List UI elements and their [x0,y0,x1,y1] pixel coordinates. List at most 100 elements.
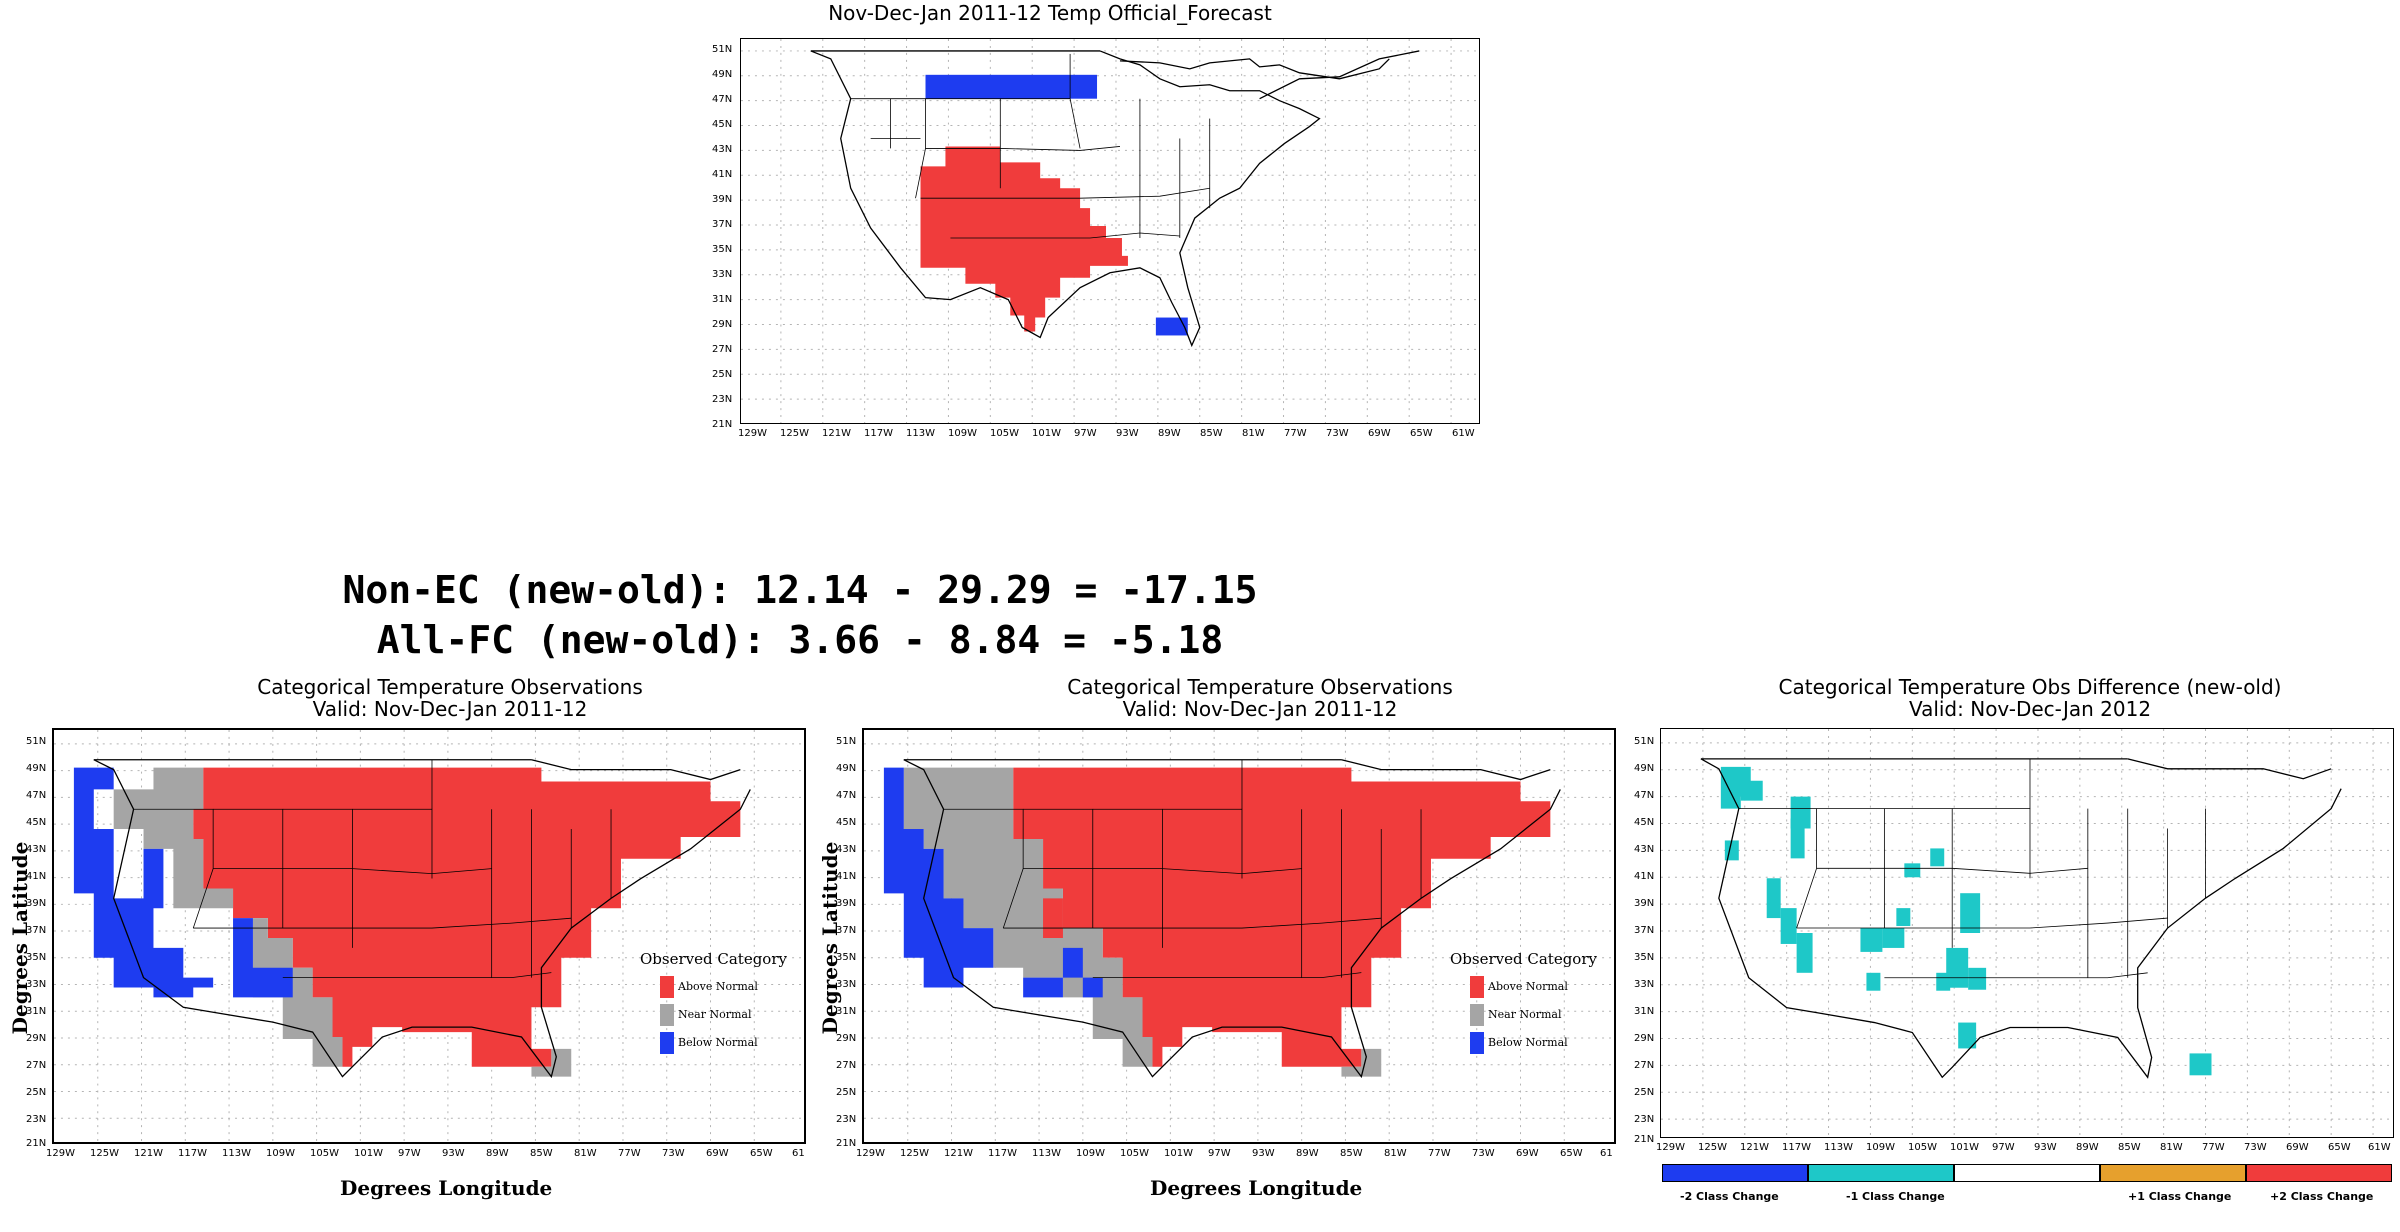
lon-tick: 81W [1242,428,1265,439]
lon-tick: 109W [1866,1142,1895,1153]
lon-tick: 89W [1296,1148,1319,1159]
lat-tick: 43N [836,844,857,855]
lat-tick: 41N [26,871,47,882]
lon-tick: 77W [1284,428,1307,439]
lat-tick: 31N [836,1006,857,1017]
diff-label-plus1: +1 Class Change [2128,1190,2232,1203]
lon-tick: 113W [906,428,935,439]
forecast-above-south [920,146,1128,332]
lat-tick: 43N [712,144,733,155]
legend-title: Observed Category [640,950,787,968]
lon-tick: 61W [1452,428,1475,439]
obs-old-map [52,728,806,1144]
diff-title2: Valid: Nov-Dec-Jan 2012 [1908,697,2152,721]
lat-tick: 33N [1634,979,1655,990]
lon-tick: 81W [2160,1142,2183,1153]
lat-tick: 33N [712,269,733,280]
diff-seg-minus2 [1662,1164,1808,1182]
lat-tick: 29N [26,1033,47,1044]
lon-tick: 89W [2076,1142,2099,1153]
lon-tick: 117W [988,1148,1017,1159]
lon-tick: 65W [2328,1142,2351,1153]
diff-canvas [1661,729,2393,1137]
lon-tick: 65W [1410,428,1433,439]
lat-tick: 35N [712,244,733,255]
lat-tick: 25N [712,369,733,380]
lat-tick: 39N [836,898,857,909]
lat-tick: 31N [26,1006,47,1017]
lon-tick: 69W [2286,1142,2309,1153]
lon-tick: 97W [398,1148,421,1159]
obs-new-xlabel: Degrees Longitude [1150,1176,1363,1200]
lat-tick: 39N [1634,898,1655,909]
lon-tick: 93W [1116,428,1139,439]
legend-label-below: Below Normal [1488,1036,1568,1049]
lon-tick: 129W [1656,1142,1685,1153]
lat-tick: 25N [836,1087,857,1098]
lat-tick: 47N [26,790,47,801]
obs-old-xlabel: Degrees Longitude [340,1176,553,1200]
stat-non-ec: Non-EC (new-old): 12.14 - 29.29 = -17.15 [342,568,1258,612]
lat-tick: 37N [26,925,47,936]
lat-tick: 41N [1634,871,1655,882]
lon-tick: 85W [1340,1148,1363,1159]
lat-tick: 47N [712,94,733,105]
legend-swatch-above [660,976,674,998]
lon-tick: 113W [1824,1142,1853,1153]
legend-swatch-above [1470,976,1484,998]
lon-tick: 125W [90,1148,119,1159]
lat-tick: 45N [1634,817,1655,828]
lat-tick: 35N [1634,952,1655,963]
lat-tick: 45N [712,119,733,130]
lat-tick: 33N [836,979,857,990]
lon-tick: 113W [1032,1148,1061,1159]
diff-seg-minus1 [1808,1164,1954,1182]
lon-tick: 109W [1076,1148,1105,1159]
lon-tick: 77W [618,1148,641,1159]
lon-tick: 117W [178,1148,207,1159]
obs-old-title1: Categorical Temperature Observations [257,675,643,699]
obs-new-map [862,728,1616,1144]
lon-tick: 97W [1208,1148,1231,1159]
lat-tick: 43N [26,844,47,855]
lat-tick: 45N [26,817,47,828]
lon-tick: 61W [2368,1142,2391,1153]
lon-tick: 125W [900,1148,929,1159]
lat-tick: 23N [1634,1114,1655,1125]
lon-tick: 65W [1560,1148,1583,1159]
lat-tick: 35N [836,952,857,963]
lon-tick: 89W [1158,428,1181,439]
lon-tick: 77W [1428,1148,1451,1159]
lat-tick: 27N [1634,1060,1655,1071]
lon-tick: 105W [1120,1148,1149,1159]
lon-tick: 85W [1200,428,1223,439]
lat-tick: 49N [836,763,857,774]
lat-tick: 47N [1634,790,1655,801]
lon-tick: 73W [1326,428,1349,439]
legend-label-near: Near Normal [678,1008,752,1021]
diff-label-minus1: -1 Class Change [1846,1190,1945,1203]
lat-tick: 23N [26,1114,47,1125]
lon-tick: 81W [1384,1148,1407,1159]
obs-new-title1: Categorical Temperature Observations [1067,675,1453,699]
lon-tick: 121W [944,1148,973,1159]
lon-tick: 85W [530,1148,553,1159]
lon-tick: 81W [574,1148,597,1159]
lon-tick: 73W [2244,1142,2267,1153]
lat-tick: 29N [1634,1033,1655,1044]
diff-label-plus2: +2 Class Change [2270,1190,2374,1203]
obs-old-canvas [54,730,804,1142]
lon-tick: 105W [310,1148,339,1159]
lat-tick: 23N [712,394,733,405]
lat-tick: 39N [26,898,47,909]
lat-tick: 37N [712,219,733,230]
lon-tick: 89W [486,1148,509,1159]
lat-tick: 21N [26,1138,47,1149]
lon-tick: 69W [706,1148,729,1159]
diff-title1: Categorical Temperature Obs Difference (… [1778,675,2282,699]
lon-tick: 93W [1252,1148,1275,1159]
lon-tick: 129W [46,1148,75,1159]
lat-tick: 21N [836,1138,857,1149]
lon-tick: 73W [1472,1148,1495,1159]
lat-tick: 27N [836,1060,857,1071]
